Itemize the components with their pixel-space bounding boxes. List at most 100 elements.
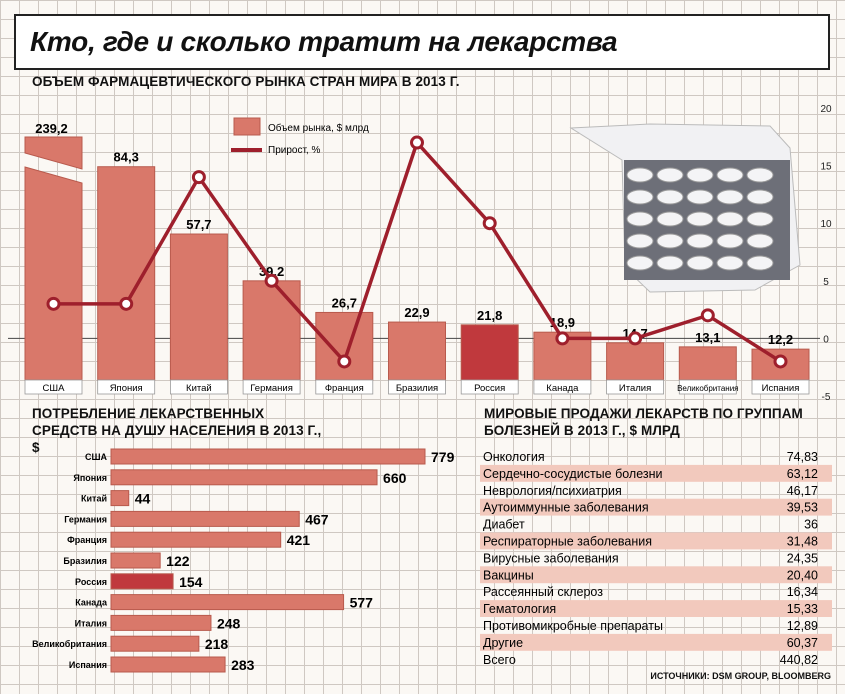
pill [746, 255, 774, 271]
pill [626, 167, 654, 183]
pill [626, 211, 654, 227]
table-row-value: 20,40 [787, 568, 818, 582]
pill [716, 255, 744, 271]
pill [686, 211, 714, 227]
pill [686, 233, 714, 249]
bar-2 [169, 233, 228, 381]
category-label-box [388, 379, 446, 395]
bar-value-label: 22,9 [404, 305, 429, 320]
bar-9 [678, 346, 737, 381]
hbar-category-label: Япония [73, 473, 107, 483]
table-row-label: Онкология [483, 450, 545, 464]
hbar-category-label: Франция [67, 535, 107, 545]
category-label: Япония [110, 383, 143, 394]
table-row-label: Рассеянный склероз [483, 585, 603, 599]
hbar-8 [110, 614, 212, 631]
hbar-1 [110, 469, 378, 486]
hbar-value-label: 283 [231, 657, 255, 673]
pill [716, 167, 744, 183]
hbar-4 [110, 531, 282, 548]
pill [656, 211, 684, 227]
hbar-9 [110, 635, 200, 652]
bar-value-label: 84,3 [114, 150, 139, 165]
hbar-value-label: 154 [179, 574, 203, 590]
growth-point [46, 296, 61, 311]
bar-value-label: 13,1 [695, 330, 720, 345]
growth-point [628, 331, 643, 346]
table-row-label: Диабет [483, 518, 525, 532]
category-label-box [24, 379, 83, 395]
category-label: Великобритания [677, 384, 738, 393]
table-row-label: Противомикробные препараты [483, 619, 663, 633]
y2-tick-label: 0 [823, 334, 829, 345]
pill [716, 211, 744, 227]
hbar-category-label: Великобритания [32, 639, 107, 649]
category-label-box [460, 379, 519, 395]
table-row-label: Сердечно-сосудистые болезни [483, 467, 663, 481]
bar-6 [460, 324, 519, 381]
table-row-value: 16,34 [787, 585, 818, 599]
category-label: Испания [762, 383, 800, 394]
market-chart-title: ОБЪЕМ ФАРМАЦЕВТИЧЕСКОГО РЫНКА СТРАН МИРА… [32, 74, 460, 89]
table-row-label: Неврология/психиатрия [483, 484, 622, 498]
page-title: Кто, где и сколько тратит на лекарства [30, 26, 618, 57]
table-row-shade [480, 498, 832, 516]
pill [746, 189, 774, 205]
legend-bar-swatch [233, 117, 261, 136]
y2-tick-label: 10 [820, 219, 832, 230]
table-row-value: 12,89 [787, 619, 818, 633]
pill [656, 255, 684, 271]
table-row-value: 39,53 [787, 501, 818, 515]
y2-tick-label: -5 [822, 392, 831, 400]
pill [746, 211, 774, 227]
pill [626, 233, 654, 249]
hbar-category-label: Канада [75, 598, 108, 608]
hbar-value-label: 660 [383, 470, 407, 486]
table-row-label: Всего [483, 653, 516, 667]
table-row-label: Гематология [483, 602, 556, 616]
growth-point [337, 354, 352, 369]
table-row-value: 36 [804, 518, 818, 532]
pill [656, 189, 684, 205]
hbar-category-label: Китай [81, 494, 107, 504]
table-row-label: Вирусные заболевания [483, 551, 619, 565]
hbar-category-label: Россия [75, 577, 107, 587]
table-row-value: 440,82 [780, 653, 818, 667]
pill [716, 189, 744, 205]
hbar-category-label: Испания [69, 660, 107, 670]
category-label-box [315, 379, 374, 395]
consumption-chart-title: ПОТРЕБЛЕНИЕ ЛЕКАРСТВЕННЫХ СРЕДСТВ НА ДУШ… [32, 406, 322, 455]
pill [686, 167, 714, 183]
bar-value-label: 39,2 [259, 264, 284, 279]
category-label-box [169, 379, 228, 395]
pill [656, 233, 684, 249]
y2-tick-label: 15 [820, 162, 832, 173]
growth-point [773, 354, 788, 369]
bar-value-label: 239,2 [35, 121, 68, 136]
hbar-value-label: 421 [287, 532, 311, 548]
bar-3 [242, 280, 301, 381]
legend-bar-label: Объем рынка, $ млрд [268, 122, 369, 134]
category-label: Италия [619, 383, 651, 394]
pill [746, 167, 774, 183]
table-row-value: 60,37 [787, 636, 818, 650]
bar-4 [315, 311, 374, 381]
pill [716, 233, 744, 249]
table-row-shade [480, 566, 832, 584]
table-row-label: Респираторные заболевания [483, 535, 652, 549]
hbar-value-label: 577 [350, 595, 374, 611]
hbar-0 [110, 448, 426, 465]
growth-point [191, 170, 206, 185]
table-row-value: 31,48 [787, 535, 818, 549]
category-label: Франция [325, 383, 364, 394]
category-label-box [751, 379, 810, 395]
y2-tick-label: 20 [820, 104, 832, 115]
market-chart: 20 15 10 5 0 -5 239,2 США 84,3 Япония 57,7 Китай 39,… [8, 104, 832, 400]
hbar-category-label: США [85, 452, 108, 462]
hbar-category-label: Бразилия [63, 556, 107, 566]
growth-point [700, 308, 715, 323]
hbar-3 [110, 510, 300, 527]
hbar-2 [110, 490, 130, 507]
